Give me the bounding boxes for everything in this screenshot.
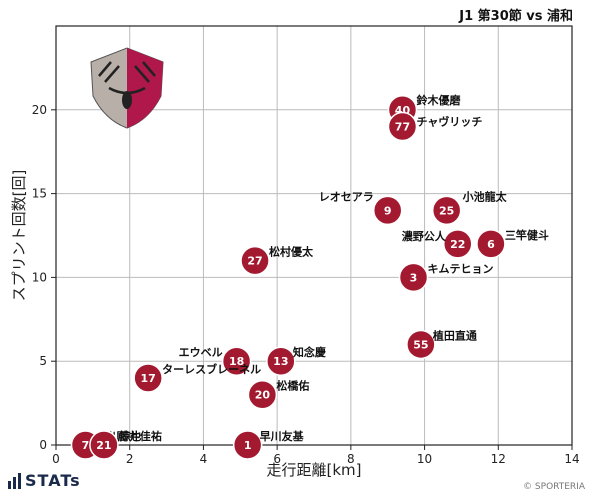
y-tick-label: 10 bbox=[32, 270, 47, 284]
data-point-1[interactable]: 1 早川友基 bbox=[232, 429, 305, 460]
point-name-label: 鈴木優磨 bbox=[416, 93, 461, 107]
point-marker[interactable] bbox=[387, 111, 418, 142]
x-tick-label: 4 bbox=[200, 452, 208, 466]
point-number: 18 bbox=[229, 355, 244, 368]
point-marker[interactable] bbox=[232, 430, 263, 460]
y-tick-label: 0 bbox=[39, 438, 47, 452]
point-number: 20 bbox=[255, 389, 271, 402]
crest-antlers bbox=[98, 61, 156, 95]
crest-deer-head bbox=[122, 91, 132, 109]
point-name-label: 松村優太 bbox=[269, 245, 314, 259]
x-axis-label: 走行距離[km] bbox=[266, 461, 361, 479]
point-marker[interactable] bbox=[240, 245, 270, 276]
point-name-label: 植田直通 bbox=[432, 328, 477, 342]
plot-frame bbox=[55, 25, 573, 446]
brand-name: STATs bbox=[25, 471, 81, 490]
x-tick-label: 14 bbox=[564, 452, 579, 466]
point-marker[interactable] bbox=[372, 195, 403, 226]
data-point-13[interactable]: 13 知念慶 bbox=[266, 345, 326, 376]
point-number: 17 bbox=[140, 372, 155, 385]
y-tick-label: 20 bbox=[32, 103, 47, 117]
point-name-label: エウベル bbox=[179, 346, 223, 359]
club-crest-icon bbox=[90, 47, 164, 129]
point-marker[interactable] bbox=[247, 379, 278, 410]
data-point-21[interactable]: 21 藤井佳祐 bbox=[89, 429, 162, 460]
point-marker[interactable] bbox=[406, 329, 436, 360]
data-point-3[interactable]: 3 キムテヒョン bbox=[398, 262, 494, 293]
x-tick-label: 10 bbox=[417, 452, 432, 466]
y-tick-label: 15 bbox=[32, 187, 47, 201]
point-number: 21 bbox=[96, 439, 111, 452]
point-marker[interactable] bbox=[133, 363, 163, 393]
point-number: 9 bbox=[384, 204, 392, 217]
point-number: 13 bbox=[273, 355, 288, 368]
x-tick-label: 6 bbox=[273, 452, 281, 466]
point-name-label: 知念慶 bbox=[292, 345, 326, 359]
point-marker[interactable] bbox=[221, 346, 252, 376]
point-number: 6 bbox=[487, 238, 495, 251]
copyright: © SPORTERIA bbox=[523, 482, 585, 492]
data-point-6[interactable]: 6 三竿健斗 bbox=[476, 228, 549, 259]
data-point-20[interactable]: 20 松橋佑 bbox=[247, 379, 309, 410]
point-number: 7 bbox=[82, 439, 90, 452]
axes: 0 2 4 6 8 10 12 14 0 5 10 15 20 bbox=[32, 25, 580, 466]
point-name-label: ターレスブレーネル bbox=[162, 362, 261, 376]
stats-bars-icon bbox=[8, 472, 21, 489]
point-number: 22 bbox=[450, 238, 465, 251]
point-marker[interactable] bbox=[266, 346, 296, 376]
stats-logo: STATs bbox=[8, 471, 81, 490]
point-marker[interactable] bbox=[442, 229, 473, 259]
point-number: 27 bbox=[247, 255, 262, 268]
y-axis-label: スプリント回数[回] bbox=[10, 170, 28, 302]
chart-title: J1 第30節 vs 浦和 bbox=[459, 9, 573, 24]
data-point-27[interactable]: 27 松村優太 bbox=[240, 245, 314, 276]
point-name-label: レオセアラ bbox=[319, 190, 374, 203]
point-marker[interactable] bbox=[476, 229, 506, 259]
point-name-label: キムテヒョン bbox=[428, 262, 494, 275]
data-point-77[interactable]: 77 チャヴリッチ bbox=[387, 111, 482, 142]
x-tick-label: 12 bbox=[491, 452, 506, 466]
point-number: 25 bbox=[439, 204, 454, 217]
x-tick-label: 0 bbox=[52, 452, 60, 466]
point-name-label: 松橋佑 bbox=[276, 379, 309, 393]
point-name-label: チャヴリッチ bbox=[416, 115, 482, 129]
y-tick-label: 5 bbox=[39, 354, 47, 368]
point-number: 3 bbox=[410, 271, 418, 284]
data-point-9[interactable]: 9 レオセアラ bbox=[319, 190, 403, 226]
point-name-label: 早川友基 bbox=[260, 429, 305, 443]
point-number: 1 bbox=[244, 439, 252, 452]
point-name-label: 三竿健斗 bbox=[505, 228, 549, 242]
point-number: 55 bbox=[413, 338, 428, 351]
point-marker[interactable] bbox=[89, 430, 119, 460]
x-tick-label: 2 bbox=[126, 452, 134, 466]
point-marker[interactable] bbox=[431, 195, 462, 226]
data-point-17[interactable]: 17 ターレスブレーネル bbox=[133, 362, 261, 393]
data-point-18[interactable]: 18 エウベル bbox=[179, 346, 252, 376]
point-marker[interactable] bbox=[398, 262, 429, 293]
point-name-label: 藤井佳祐 bbox=[118, 429, 162, 443]
point-number: 77 bbox=[395, 121, 410, 134]
data-point-55[interactable]: 55 植田直通 bbox=[406, 328, 477, 360]
data-point-25[interactable]: 25 小池龍太 bbox=[431, 189, 508, 226]
point-name-label: 小池龍太 bbox=[462, 189, 508, 203]
point-name-label: 濃野公人 bbox=[402, 229, 447, 243]
x-tick-label: 8 bbox=[347, 452, 355, 466]
